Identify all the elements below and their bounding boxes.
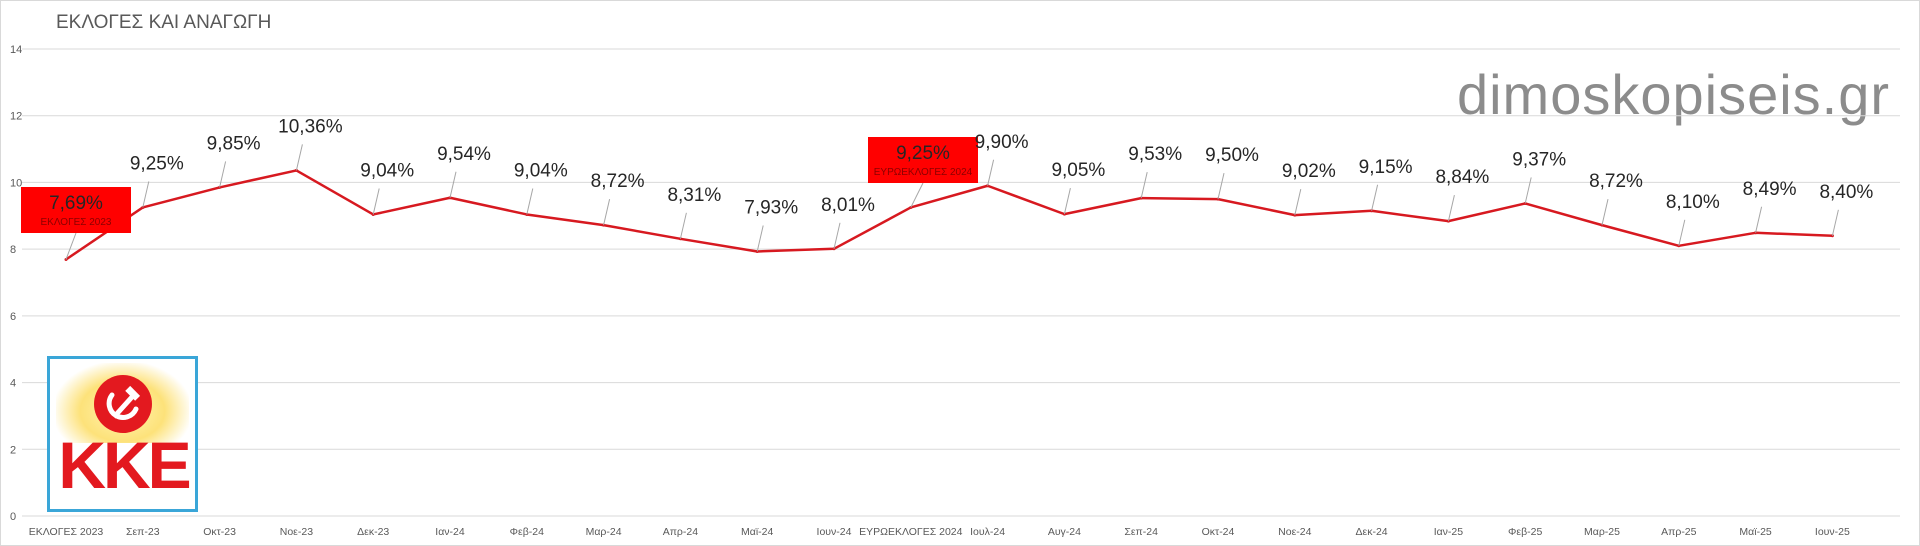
- x-tick-label: ΕΚΛΟΓΕΣ 2023: [29, 526, 104, 538]
- data-label: 10,36%: [278, 116, 343, 137]
- leader-line: [1831, 209, 1839, 236]
- leader-line: [910, 182, 924, 208]
- data-label: 9,04%: [514, 160, 568, 181]
- x-tick-label: Απρ-25: [1661, 526, 1697, 538]
- leader-line: [65, 232, 77, 260]
- series-line: [65, 169, 1833, 261]
- x-tick-label: Δεκ-24: [1356, 526, 1388, 538]
- x-tick-label: Δεκ-23: [357, 526, 389, 538]
- leader-line: [756, 225, 764, 252]
- x-tick-label: Ιουν-25: [1815, 526, 1850, 538]
- data-label: 8,49%: [1743, 179, 1797, 200]
- leader-line: [1371, 184, 1379, 211]
- data-label: 9,25%: [896, 143, 950, 164]
- data-label: 8,01%: [821, 195, 875, 216]
- leader-line: [1678, 219, 1686, 246]
- leader-line: [1140, 171, 1148, 199]
- data-label: 8,72%: [1589, 171, 1643, 192]
- x-tick-label: Οκτ-24: [1202, 526, 1235, 538]
- y-tick-label: 14: [10, 44, 22, 56]
- leader-line: [1524, 177, 1532, 204]
- leader-line: [1294, 189, 1302, 216]
- data-label: 8,10%: [1666, 192, 1720, 213]
- leader-line: [1601, 199, 1609, 226]
- leader-line: [1755, 206, 1763, 233]
- x-tick-label: Σεπ-24: [1124, 526, 1158, 538]
- leader-line: [833, 222, 841, 249]
- x-tick-label: Ιαν-25: [1434, 526, 1464, 538]
- kke-logo: KKE: [47, 356, 198, 512]
- logo-wordmark: KKE: [58, 428, 191, 502]
- leader-line: [679, 212, 687, 239]
- data-label: 9,53%: [1128, 144, 1182, 165]
- data-label: 9,15%: [1359, 157, 1413, 178]
- leader-line: [1063, 188, 1071, 215]
- x-tick-label: Νοε-24: [1278, 526, 1311, 538]
- y-tick-label: 4: [10, 378, 16, 390]
- x-tick-label: Φεβ-24: [510, 526, 544, 538]
- hammer-sickle-emblem: [94, 375, 152, 433]
- chart-title: ΕΚΛΟΓΕΣ ΚΑΙ ΑΝΑΓΩΓΗ: [56, 12, 272, 33]
- x-tick-label: Μαϊ-25: [1739, 526, 1771, 538]
- y-tick-label: 0: [10, 511, 16, 523]
- data-label: 9,85%: [207, 133, 261, 154]
- x-tick-label: Οκτ-23: [203, 526, 236, 538]
- leader-line: [295, 144, 303, 171]
- hammer-sickle-icon: [106, 385, 141, 420]
- y-tick-label: 6: [10, 311, 16, 323]
- data-label: 8,40%: [1819, 182, 1873, 203]
- data-label: 8,84%: [1435, 167, 1489, 188]
- highlight-label-box: [868, 137, 978, 183]
- data-label: 9,05%: [1051, 160, 1105, 181]
- x-tick-label: Νοε-23: [280, 526, 313, 538]
- leader-line: [526, 188, 534, 215]
- x-tick-label: Απρ-24: [663, 526, 699, 538]
- data-label: 8,72%: [591, 171, 645, 192]
- x-tick-label: Ιαν-24: [435, 526, 465, 538]
- data-label: 7,69%: [49, 193, 103, 214]
- leader-line: [1447, 195, 1455, 222]
- data-label: 9,54%: [437, 144, 491, 165]
- data-label: 7,93%: [744, 197, 798, 218]
- leader-line: [603, 199, 611, 226]
- x-tick-label: Φεβ-25: [1508, 526, 1542, 538]
- data-label: 9,02%: [1282, 161, 1336, 182]
- data-label: 9,04%: [360, 160, 414, 181]
- x-tick-label: ΕΥΡΩΕΚΛΟΓΕΣ 2024: [859, 526, 963, 538]
- x-tick-label: Μαρ-24: [586, 526, 622, 538]
- x-tick-label: Μαρ-25: [1584, 526, 1620, 538]
- x-tick-label: Αυγ-24: [1048, 526, 1081, 538]
- y-tick-label: 12: [10, 111, 22, 123]
- data-label: 9,37%: [1512, 149, 1566, 170]
- leader-line: [219, 161, 227, 188]
- highlight-label-box: [21, 187, 131, 233]
- leader-line: [142, 181, 150, 208]
- x-tick-label: Ιουλ-24: [970, 526, 1005, 538]
- data-label: 8,31%: [667, 185, 721, 206]
- leader-line: [987, 159, 995, 186]
- data-label: 9,90%: [975, 132, 1029, 153]
- leader-line: [1217, 172, 1225, 200]
- x-tick-label: Μαϊ-24: [741, 526, 773, 538]
- highlight-note: ΕΚΛΟΓΕΣ 2023: [41, 217, 112, 228]
- y-tick-label: 8: [10, 244, 16, 256]
- leader-line: [449, 171, 457, 198]
- x-tick-label: Ιουν-24: [817, 526, 852, 538]
- data-label: 9,25%: [130, 153, 184, 174]
- y-tick-label: 10: [10, 177, 22, 189]
- data-label: 9,50%: [1205, 145, 1259, 166]
- leader-line: [372, 188, 380, 215]
- y-tick-label: 2: [10, 444, 16, 456]
- x-tick-label: Σεπ-23: [126, 526, 160, 538]
- highlight-note: ΕΥΡΩΕΚΛΟΓΕΣ 2024: [874, 167, 973, 178]
